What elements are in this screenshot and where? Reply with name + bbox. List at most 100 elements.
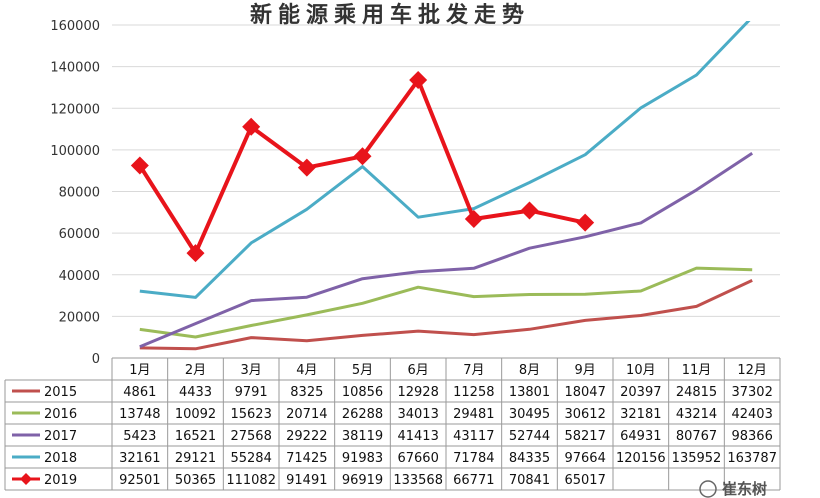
data-label: 32181 (620, 407, 661, 422)
data-label: 29121 (175, 451, 216, 466)
data-label: 66771 (453, 473, 494, 488)
data-label: 41413 (397, 429, 438, 444)
data-point-marker (297, 158, 316, 177)
legend-entry: 2017 (44, 429, 77, 444)
data-label: 71425 (286, 451, 327, 466)
data-label: 29222 (286, 429, 327, 444)
x-tick-label: 6月 (408, 363, 429, 378)
x-tick-label: 12月 (737, 363, 767, 378)
data-label: 27568 (230, 429, 271, 444)
data-table: 1月 2月 3月 4月 5月 6月 7月 8月 9月 10月 11月 12月 2015 4861 4433 9… (4, 357, 781, 491)
y-tick-label: 160000 (50, 19, 100, 34)
data-label: 12928 (397, 385, 438, 400)
data-label: 32161 (119, 451, 160, 466)
series-line-2017 (139, 152, 754, 349)
y-tick-label: 60000 (59, 227, 100, 242)
data-label: 97664 (564, 451, 605, 466)
data-label: 43117 (453, 429, 494, 444)
y-tick-label: 100000 (50, 144, 100, 159)
data-label: 91983 (342, 451, 383, 466)
y-axis: 0 20000 40000 60000 80000 100000 120000 140000 1… (50, 19, 100, 367)
x-tick-label: 11月 (682, 363, 712, 378)
y-tick-label: 20000 (59, 310, 100, 325)
data-label: 133568 (393, 473, 443, 488)
data-label: 20397 (620, 385, 661, 400)
y-tick-label: 120000 (50, 102, 100, 117)
x-tick-label: 1月 (129, 363, 150, 378)
data-label: 92501 (119, 473, 160, 488)
data-label: 58217 (564, 429, 605, 444)
x-tick-label: 2月 (185, 363, 206, 378)
data-label: 29481 (453, 407, 494, 422)
data-label: 13748 (119, 407, 160, 422)
data-label: 43214 (676, 407, 717, 422)
y-tick-label: 40000 (59, 269, 100, 284)
data-point-marker (464, 210, 483, 229)
data-label: 10856 (342, 385, 383, 400)
data-label: 120156 (616, 451, 666, 466)
watermark-text: 崔东树 (721, 480, 767, 498)
data-label: 52744 (509, 429, 550, 444)
gridlines (112, 24, 780, 317)
legend-entry: 2015 (44, 385, 77, 400)
data-point-marker (186, 244, 205, 263)
wechat-icon (699, 480, 717, 498)
x-tick-label: 8月 (519, 363, 540, 378)
data-label: 163787 (727, 451, 777, 466)
data-label: 64931 (620, 429, 661, 444)
data-label: 11258 (453, 385, 494, 400)
legend-key-marker (20, 473, 32, 485)
data-label: 111082 (226, 473, 276, 488)
data-point-marker (409, 71, 428, 90)
data-label: 71784 (453, 451, 494, 466)
x-tick-label: 9月 (575, 363, 596, 378)
data-label: 4861 (123, 385, 156, 400)
table-row: 2016 13748 10092 15623 20714 26288 34013 29481 3… (12, 407, 773, 422)
series-line-2016 (139, 266, 753, 339)
data-label: 96919 (342, 473, 383, 488)
table-row: 2018 32161 29121 55284 71425 91983 67660 71784 8… (12, 451, 777, 466)
x-tick-label: 3月 (241, 363, 262, 378)
series-line-2015 (139, 279, 753, 351)
legend-entry: 2016 (44, 407, 77, 422)
series-lines (130, 21, 754, 351)
data-label: 55284 (230, 451, 271, 466)
x-tick-label: 10月 (626, 363, 656, 378)
data-label: 10092 (175, 407, 216, 422)
data-label: 8325 (290, 385, 323, 400)
series-2015 (139, 279, 753, 351)
series-2018 (139, 21, 751, 299)
data-label: 20714 (286, 407, 327, 422)
data-point-marker (130, 156, 149, 175)
data-label: 42403 (731, 407, 772, 422)
data-label: 65017 (564, 473, 605, 488)
data-label: 30612 (564, 407, 605, 422)
data-label: 15623 (230, 407, 271, 422)
data-label: 24815 (676, 385, 717, 400)
x-tick-label: 7月 (463, 363, 484, 378)
data-label: 26288 (342, 407, 383, 422)
x-tick-label: 5月 (352, 363, 373, 378)
data-label: 34013 (397, 407, 438, 422)
data-point-marker (576, 213, 595, 232)
data-label: 9791 (235, 385, 268, 400)
legend-entry: 2019 (44, 473, 77, 488)
data-label: 70841 (509, 473, 550, 488)
data-label: 30495 (509, 407, 550, 422)
data-label: 67660 (397, 451, 438, 466)
series-2019 (130, 71, 595, 263)
series-line-2018 (139, 21, 751, 299)
data-label: 37302 (731, 385, 772, 400)
data-point-marker (520, 201, 539, 220)
data-label: 38119 (342, 429, 383, 444)
data-point-marker (353, 147, 372, 166)
chart-title: 新能源乘用车批发走势 (250, 2, 530, 28)
data-point-marker (242, 117, 261, 136)
y-tick-label: 0 (92, 352, 100, 367)
data-label: 98366 (731, 429, 772, 444)
data-label: 84335 (509, 451, 550, 466)
series-2016 (139, 266, 753, 339)
data-label: 13801 (509, 385, 550, 400)
data-label: 80767 (676, 429, 717, 444)
